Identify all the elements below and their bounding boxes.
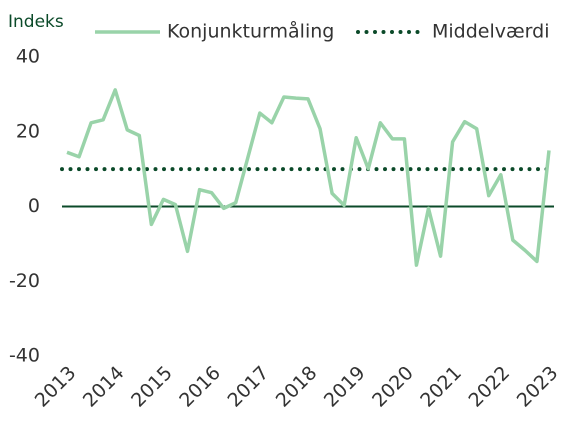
x-tick-label: 2018 xyxy=(272,362,322,412)
y-tick-label: 20 xyxy=(16,120,40,142)
y-tick-label: 0 xyxy=(28,195,40,217)
x-tick-label: 2019 xyxy=(320,362,370,412)
x-tick-label: 2014 xyxy=(79,362,129,412)
legend-label: Konjunkturmåling xyxy=(167,20,334,43)
x-tick-label: 2015 xyxy=(127,362,177,412)
y-tick-label: -40 xyxy=(9,345,40,367)
x-tick-label: 2013 xyxy=(31,362,81,412)
data-line xyxy=(66,88,551,267)
x-tick-label: 2021 xyxy=(416,362,466,412)
x-tick-label: 2016 xyxy=(175,362,225,412)
x-tick-label: 2023 xyxy=(513,362,563,412)
x-tick-label: 2017 xyxy=(223,362,273,412)
y-axis-label: Indeks xyxy=(8,12,64,32)
x-tick-label: 2020 xyxy=(368,362,418,412)
y-tick-label: 40 xyxy=(16,46,40,68)
legend-label: Middelværdi xyxy=(432,21,549,43)
x-tick-label: 2022 xyxy=(464,362,514,412)
y-tick-label: -20 xyxy=(9,270,40,292)
